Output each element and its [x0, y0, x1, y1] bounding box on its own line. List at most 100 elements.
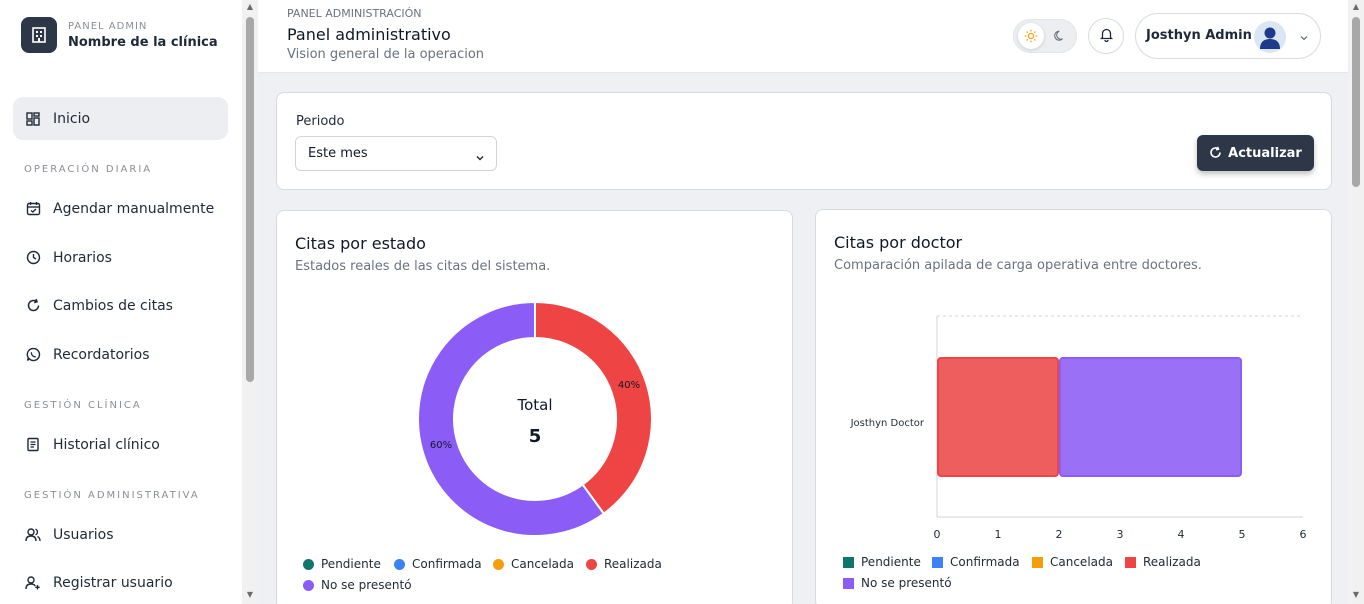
dashboard-icon — [25, 111, 41, 127]
sidebar-item-cambios-citas[interactable]: Cambios de citas — [13, 284, 228, 327]
legend-label: Confirmada — [412, 557, 482, 571]
x-tick-label: 2 — [1056, 528, 1063, 541]
avatar — [1254, 21, 1286, 53]
data-label-realizada: 40% — [618, 380, 640, 391]
bar-segment-no-se-presento[interactable] — [1059, 357, 1242, 477]
scroll-down-arrow[interactable]: ▼ — [1352, 590, 1360, 599]
x-tick-label: 4 — [1178, 528, 1185, 541]
theme-toggle[interactable] — [1013, 19, 1077, 53]
x-tick-label: 3 — [1117, 528, 1124, 541]
legend-item[interactable]: No se presentó — [303, 578, 412, 592]
section-title-clinica: GESTIÓN CLÍNICA — [24, 400, 142, 411]
donut-slice-realizada[interactable] — [534, 300, 653, 516]
category-label: Josthyn Doctor — [850, 418, 925, 429]
sidebar-item-registrar-usuario[interactable]: Registrar usuario — [13, 561, 228, 604]
legend-item[interactable]: Pendiente — [843, 555, 921, 569]
sidebar-item-label: Registrar usuario — [53, 574, 173, 591]
clock-icon — [25, 250, 41, 266]
legend-label: Pendiente — [321, 557, 381, 571]
legend-item[interactable]: Confirmada — [932, 555, 1020, 569]
period-select-value: Este mes — [308, 146, 368, 161]
legend-item[interactable]: Realizada — [586, 557, 662, 571]
page-subtitle: Vision general de la operacion — [287, 47, 485, 62]
user-menu[interactable]: Josthyn Admin — [1135, 13, 1321, 59]
section-title-operacion: OPERACIÓN DIARIA — [24, 164, 153, 175]
whatsapp-icon — [25, 347, 41, 363]
page-scrollbar[interactable]: ▲ ▼ — [1348, 0, 1364, 604]
calendar-check-icon — [25, 201, 41, 217]
brand[interactable]: PANEL ADMIN Nombre de la clínica — [21, 17, 218, 53]
sidebar-item-recordatorios[interactable]: Recordatorios — [13, 333, 228, 376]
refresh-button-label: Actualizar — [1228, 145, 1302, 161]
scroll-up-arrow[interactable]: ▲ — [1352, 2, 1360, 11]
legend-item[interactable]: Realizada — [1125, 555, 1201, 569]
sidebar-item-agendar[interactable]: Agendar manualmente — [13, 187, 228, 230]
doctor-chart-card: Citas por doctor Comparación apilada de … — [815, 209, 1332, 604]
legend-label: Cancelada — [511, 557, 574, 571]
legend-item[interactable]: No se presentó — [843, 576, 952, 590]
data-label-no-se-presento: 60% — [430, 440, 452, 451]
chart-subtitle: Comparación apilada de carga operativa e… — [834, 258, 1202, 273]
legend-label: No se presentó — [861, 576, 952, 590]
legend-swatch — [843, 556, 854, 568]
page-scroll-thumb[interactable] — [1352, 17, 1360, 187]
moon-icon[interactable] — [1051, 27, 1069, 45]
legend-swatch — [1125, 556, 1136, 568]
page-title: Panel administrativo — [287, 25, 451, 44]
x-tick-label: 1 — [995, 528, 1002, 541]
sidebar-scrollbar[interactable]: ▲ ▼ — [242, 0, 258, 604]
user-plus-icon — [25, 575, 41, 591]
chevron-down-icon — [1298, 29, 1310, 41]
sidebar-item-label: Recordatorios — [53, 346, 150, 363]
legend-swatch — [394, 558, 405, 570]
bar-segment-realizada[interactable] — [937, 357, 1059, 477]
scroll-down-arrow[interactable]: ▼ — [246, 590, 254, 599]
sidebar-scroll-thumb[interactable] — [246, 17, 254, 382]
chart-title: Citas por doctor — [834, 233, 963, 252]
breadcrumb: PANEL ADMINISTRACIÓN — [287, 7, 422, 20]
brand-kicker: PANEL ADMIN — [68, 20, 148, 32]
chart-subtitle: Estados reales de las citas del sistema. — [295, 259, 551, 274]
legend-item[interactable]: Cancelada — [493, 557, 574, 571]
legend-swatch — [493, 558, 504, 570]
legend-swatch — [303, 579, 314, 591]
legend-swatch — [843, 577, 854, 589]
legend-label: Cancelada — [1050, 555, 1113, 569]
donut-center-value: 5 — [529, 426, 542, 447]
scroll-up-arrow[interactable]: ▲ — [246, 2, 254, 11]
sidebar-item-horarios[interactable]: Horarios — [13, 236, 228, 279]
sun-icon[interactable] — [1018, 23, 1044, 49]
building-icon — [21, 17, 57, 53]
legend-swatch — [932, 556, 943, 568]
legend-label: Pendiente — [861, 555, 921, 569]
sidebar-item-historial[interactable]: Historial clínico — [13, 423, 228, 466]
sidebar-item-label: Agendar manualmente — [53, 200, 215, 217]
legend-swatch — [586, 558, 597, 570]
legend-item[interactable]: Pendiente — [303, 557, 381, 571]
refresh-icon — [1209, 144, 1222, 163]
sidebar-item-label: Usuarios — [53, 526, 114, 543]
refresh-icon — [25, 298, 41, 314]
donut-slice-no-se-presento[interactable] — [417, 300, 606, 537]
bell-icon — [1099, 27, 1114, 46]
refresh-button[interactable]: Actualizar — [1197, 135, 1314, 171]
legend-label: No se presentó — [321, 578, 412, 592]
legend-item[interactable]: Cancelada — [1032, 555, 1113, 569]
legend-swatch — [1032, 556, 1043, 568]
sidebar: PANEL ADMIN Nombre de la clínica Inicio … — [0, 0, 242, 604]
sidebar-item-label: Cambios de citas — [53, 297, 173, 314]
notifications-button[interactable] — [1088, 18, 1124, 54]
legend-swatch — [303, 558, 314, 570]
legend-label: Confirmada — [950, 555, 1020, 569]
period-label: Periodo — [296, 114, 345, 129]
donut-center-label: Total — [516, 396, 552, 414]
x-tick-label: 6 — [1300, 528, 1307, 541]
clinic-name: Nombre de la clínica — [68, 34, 218, 50]
sidebar-item-inicio[interactable]: Inicio — [13, 97, 228, 140]
sidebar-item-label: Historial clínico — [53, 436, 160, 453]
sidebar-item-usuarios[interactable]: Usuarios — [13, 513, 228, 556]
legend-item[interactable]: Confirmada — [394, 557, 482, 571]
legend-label: Realizada — [604, 557, 662, 571]
period-select[interactable]: Este mes — [295, 136, 497, 171]
topbar: PANEL ADMINISTRACIÓN Panel administrativ… — [258, 0, 1348, 73]
